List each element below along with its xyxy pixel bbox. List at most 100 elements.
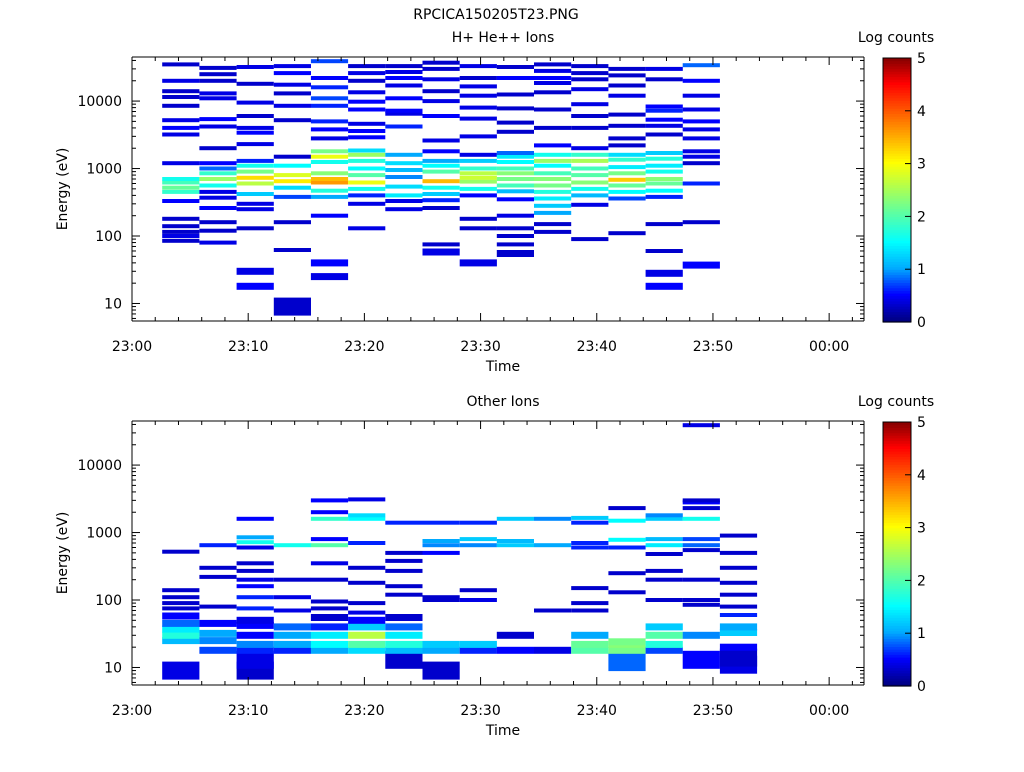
heatmap-cell xyxy=(422,158,460,163)
y-tick-label: 1000 xyxy=(86,162,122,178)
heatmap-cell xyxy=(348,193,386,198)
heatmap-cell xyxy=(162,95,200,99)
colorbar-segment xyxy=(883,129,911,133)
colorbar-segment xyxy=(883,614,911,618)
heatmap-cell xyxy=(496,646,534,654)
heatmap-cell xyxy=(385,568,423,573)
colorbar-segment xyxy=(883,261,911,265)
heatmap-cell xyxy=(310,213,349,218)
colorbar-segment xyxy=(883,601,911,605)
heatmap-cell xyxy=(385,640,423,648)
colorbar-segment xyxy=(883,58,911,62)
heatmap-cell xyxy=(236,595,274,600)
colorbar-segment xyxy=(883,213,911,217)
colorbar-segment xyxy=(883,195,911,199)
heatmap-cell xyxy=(459,152,497,157)
heatmap-cell xyxy=(162,125,200,130)
colorbar-segment xyxy=(883,110,911,115)
heatmap-cell xyxy=(682,127,720,132)
colorbar-segment xyxy=(883,524,911,529)
heatmap-cell xyxy=(385,584,423,589)
y-tick-label: 10 xyxy=(104,296,122,312)
heatmap-cell xyxy=(422,169,460,174)
heatmap-cell xyxy=(422,640,460,648)
heatmap-cell xyxy=(348,610,386,615)
heatmap-cell xyxy=(682,63,720,68)
colorbar-segment xyxy=(883,113,911,117)
panel-title: H+ He++ Ions xyxy=(452,30,555,46)
colorbar-segment xyxy=(883,190,911,194)
heatmap-cell xyxy=(199,91,237,96)
x-tick-label: 23:00 xyxy=(112,703,152,719)
heatmap-cell xyxy=(348,99,386,104)
heatmap-cell xyxy=(496,151,534,155)
colorbar-segment xyxy=(883,150,911,154)
x-tick-label: 23:40 xyxy=(577,339,617,355)
colorbar-segment xyxy=(883,495,911,500)
colorbar-segment xyxy=(883,543,911,547)
heatmap-cell xyxy=(459,646,497,654)
colorbar-tick-label: 0 xyxy=(917,315,926,331)
heatmap-cell xyxy=(422,242,460,247)
heatmap-cell xyxy=(719,565,758,570)
heatmap-cell xyxy=(385,76,423,80)
heatmap-cell xyxy=(348,107,386,112)
heatmap-cell xyxy=(459,76,497,80)
heatmap-cell xyxy=(645,269,683,277)
heatmap-cell xyxy=(534,210,572,215)
heatmap-cell xyxy=(608,545,646,550)
colorbar-tick-label: 3 xyxy=(917,521,926,537)
colorbar-segment xyxy=(883,216,911,220)
heatmap-cell xyxy=(273,646,311,654)
colorbar-tick-label: 3 xyxy=(917,157,926,173)
colorbar-segment xyxy=(883,126,911,130)
heatmap-cell xyxy=(682,498,720,503)
colorbar-segment xyxy=(883,680,911,684)
heatmap-cell xyxy=(236,650,274,669)
heatmap-cell xyxy=(162,103,200,108)
heatmap-cell xyxy=(571,520,609,525)
colorbar-segment xyxy=(883,71,911,75)
heatmap-cell xyxy=(162,238,200,243)
colorbar-segment xyxy=(883,464,911,468)
heatmap-cell xyxy=(162,224,200,229)
heatmap-cell xyxy=(385,646,423,654)
colorbar-segment xyxy=(883,153,911,157)
heatmap-cell xyxy=(496,197,534,202)
colorbar-segment xyxy=(883,248,911,252)
colorbar-segment xyxy=(883,298,911,302)
colorbar-tick-label: 5 xyxy=(917,51,926,67)
colorbar-segment xyxy=(883,192,911,196)
heatmap-cell xyxy=(310,171,349,176)
colorbar-segment xyxy=(883,519,911,523)
y-tick-label: 10000 xyxy=(77,94,122,110)
colorbar-segment xyxy=(883,675,911,679)
heatmap-cell xyxy=(645,108,683,113)
heatmap-cell xyxy=(199,619,237,627)
heatmap-cell xyxy=(348,148,386,153)
heatmap-cell xyxy=(199,195,237,200)
colorbar-segment xyxy=(883,572,911,576)
heatmap-cell xyxy=(682,577,720,582)
heatmap-cell xyxy=(608,638,646,646)
heatmap-cell xyxy=(199,646,237,654)
heatmap-cell xyxy=(162,612,200,620)
colorbar-segment xyxy=(883,635,911,640)
heatmap-cell xyxy=(682,631,720,639)
heatmap-cell xyxy=(199,65,237,70)
heatmap-cell xyxy=(571,125,609,130)
heatmap-cell xyxy=(310,543,349,548)
heatmap-cell xyxy=(162,606,200,611)
heatmap-cell xyxy=(534,125,572,130)
heatmap-cell xyxy=(719,533,758,538)
heatmap-cell xyxy=(385,592,423,597)
heatmap-cell xyxy=(645,568,683,573)
heatmap-cell xyxy=(199,637,237,645)
colorbar-segment xyxy=(883,590,911,595)
colorbar-segment xyxy=(883,282,911,286)
x-tick-label: 23:30 xyxy=(460,339,500,355)
heatmap-cell xyxy=(162,189,200,194)
colorbar-segment xyxy=(883,443,911,447)
colorbar-segment xyxy=(883,232,911,236)
heatmap-cell xyxy=(199,124,237,129)
